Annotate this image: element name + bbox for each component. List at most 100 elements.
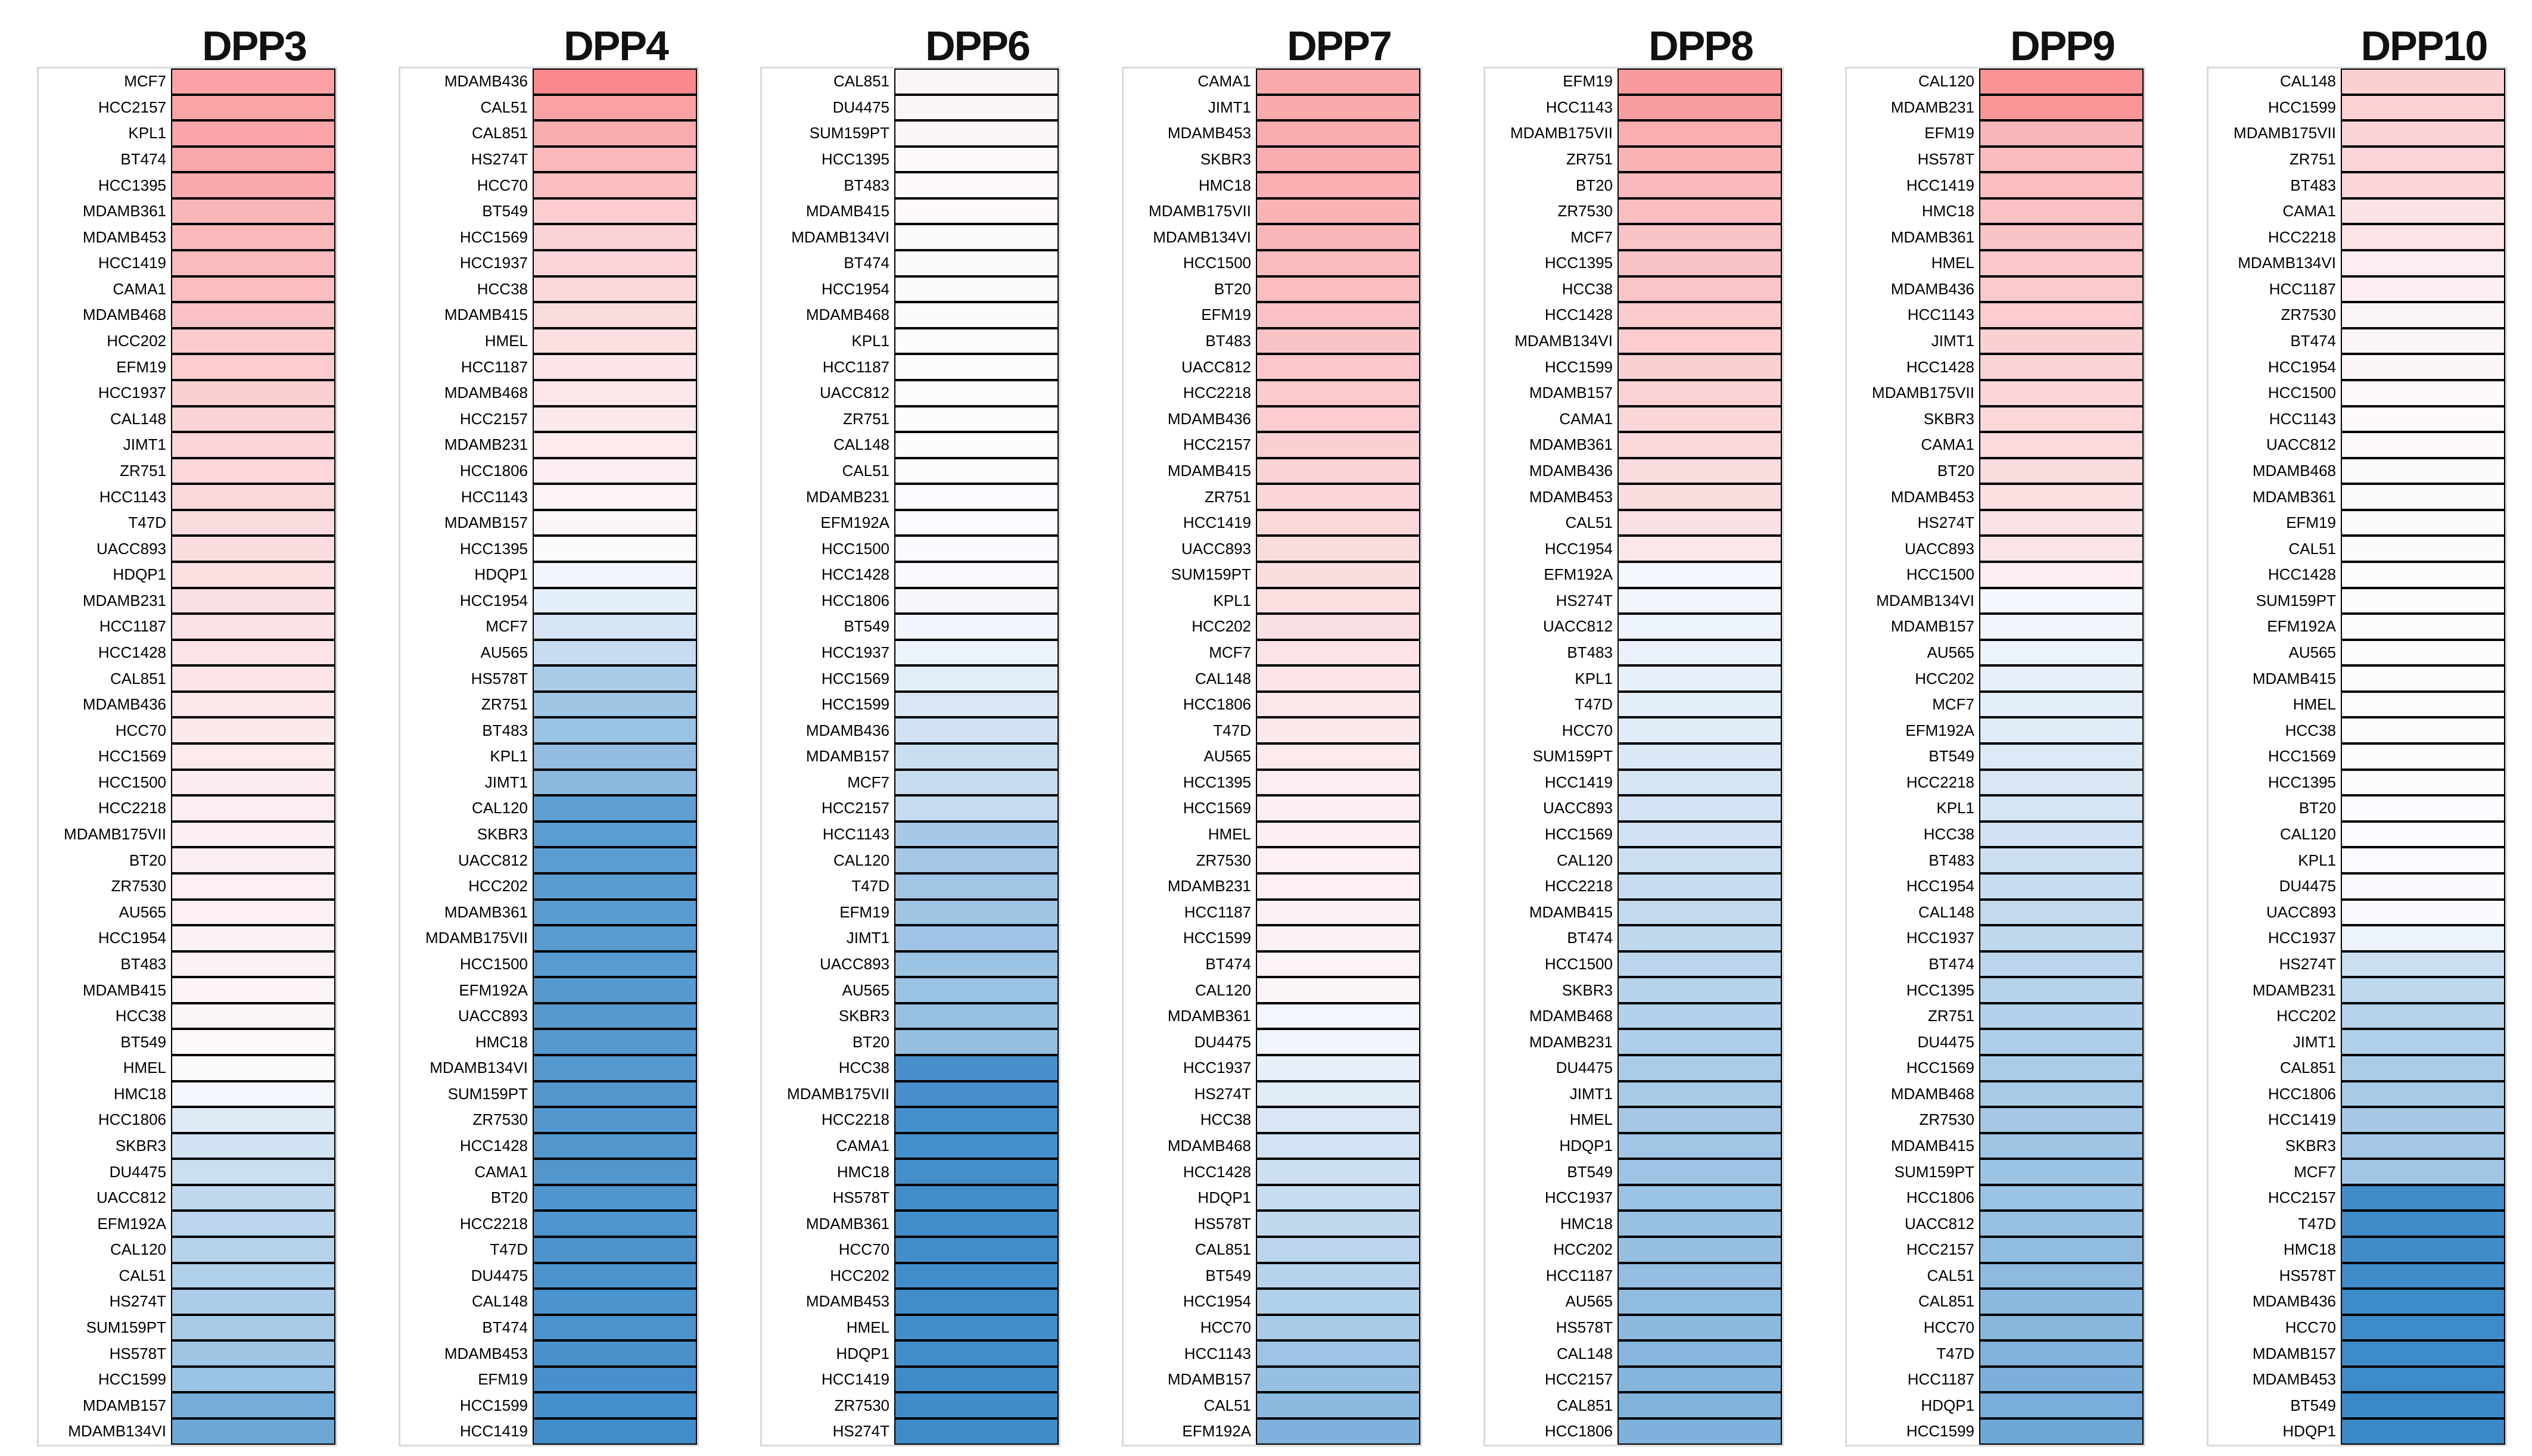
dpp-column: DPP7 CAMA1 JIMT1 MDAMB453 SKBR3 HMC18 MDAMB175…	[1122, 6, 1422, 1446]
heatmap-row: HDQP1	[39, 561, 335, 588]
heat-cell	[1979, 69, 2144, 95]
heatmap-row: HCC38	[400, 276, 697, 303]
heat-cell	[2341, 1366, 2505, 1393]
cell-line-label: HCC1143	[1184, 1344, 1251, 1362]
heat-cell	[1979, 250, 2144, 276]
cell-line-label: HCC1419	[459, 1422, 528, 1441]
cell-line-label: BT20	[1214, 279, 1251, 298]
heat-cell	[894, 951, 1059, 978]
cell-line-label: CAL148	[2280, 72, 2336, 91]
heat-cell	[1618, 379, 1782, 406]
cell-line-label: MDAMB436	[805, 721, 889, 739]
cell-line-label: HCC1143	[2269, 409, 2336, 428]
heat-cell	[1256, 1054, 1420, 1081]
heatmap-row: MDAMB175VII	[39, 821, 335, 848]
heatmap-row: BT483	[762, 172, 1059, 198]
cell-line-label: BT549	[482, 202, 528, 220]
cell-line-label: CAL148	[472, 1292, 528, 1311]
heatmap-row: BT474	[1124, 951, 1420, 978]
heat-cell	[171, 536, 335, 562]
cell-line-label: SKBR3	[477, 825, 528, 844]
column-box: CAL148 HCC1599 MDAMB175VII ZR751 BT483 CAMA1 H…	[2207, 67, 2507, 1446]
heatmap-row: HCC1954	[39, 925, 335, 951]
heatmap-row: HCC1954	[1847, 873, 2144, 900]
heatmap-row: CAL148	[2208, 69, 2505, 95]
column-title: DPP9	[2010, 23, 2116, 69]
cell-line-label: MDAMB175VII	[1149, 202, 1251, 220]
heat-cell	[1256, 1184, 1420, 1211]
cell-line-label: UACC893	[2266, 903, 2336, 921]
heatmap-row: ZR751	[39, 458, 335, 484]
cell-line-label: HCC2157	[98, 98, 166, 116]
heatmap-row: HCC202	[1124, 614, 1420, 640]
cell-line-label: MDAMB453	[2252, 1370, 2336, 1389]
cell-line-label: HCC1569	[1906, 1059, 1974, 1077]
heat-cell	[1256, 432, 1420, 458]
heatmap-row: HCC1569	[400, 224, 697, 251]
cell-line-label: HCC1954	[2267, 357, 2336, 376]
cell-line-label: MDAMB468	[444, 384, 528, 402]
cell-line-label: BT549	[1205, 1266, 1251, 1284]
cell-line-label: EFM192A	[459, 981, 528, 999]
cell-line-label: HCC1937	[821, 643, 889, 661]
heat-cell	[533, 639, 697, 666]
cell-line-label: CAL148	[1195, 669, 1251, 687]
cell-line-label: HCC38	[477, 279, 528, 298]
heatmap-row: CAL51	[400, 94, 697, 121]
cell-line-label: HCC1419	[98, 254, 166, 272]
heatmap-row: BT549	[2208, 1392, 2505, 1419]
cell-line-label: AU565	[119, 903, 167, 921]
heat-cell	[171, 1262, 335, 1289]
cell-line-label: CAL148	[1918, 903, 1974, 921]
heat-cell	[2341, 94, 2505, 121]
heat-cell	[2341, 69, 2505, 95]
heatmap-row: MDAMB453	[1485, 484, 1782, 510]
heatmap-row: HCC2157	[762, 795, 1059, 822]
heatmap-row: BT20	[762, 1029, 1059, 1055]
heatmap-row: HCC1937	[762, 639, 1059, 666]
heatmap-row: HCC1187	[1847, 1366, 2144, 1393]
heatmap-row: BT474	[2208, 328, 2505, 354]
heatmap-row: HCC38	[762, 1054, 1059, 1081]
cell-line-label: MCF7	[1570, 228, 1613, 246]
heat-cell	[533, 1366, 697, 1393]
cell-line-label: EFM192A	[820, 514, 889, 532]
heat-cell	[171, 406, 335, 433]
cell-line-label: HCC1806	[1906, 1189, 1974, 1207]
heat-cell	[533, 1133, 697, 1159]
heatmap-row: MCF7	[1847, 691, 2144, 718]
heat-cell	[1979, 224, 2144, 251]
cell-line-label: HDQP1	[1559, 1136, 1613, 1155]
cell-line-label: ZR751	[1927, 1007, 1974, 1025]
heat-cell	[1618, 847, 1782, 873]
heatmap-row: HMC18	[400, 1029, 697, 1055]
heat-cell	[1256, 847, 1420, 873]
heatmap-row: MDAMB361	[400, 899, 697, 926]
heat-cell	[1979, 821, 2144, 848]
cell-line-label: HCC1428	[821, 565, 889, 584]
cell-line-label: HCC1806	[459, 461, 528, 480]
cell-line-label: CAMA1	[836, 1136, 889, 1155]
heat-cell	[171, 743, 335, 770]
heatmap-row: AU565	[400, 639, 697, 666]
heatmap-row: ZR7530	[2208, 302, 2505, 328]
heatmap-row: MDAMB361	[1124, 1003, 1420, 1029]
heatmap-row: ZR751	[1847, 1003, 2144, 1029]
heatmap-row: HCC1937	[1847, 925, 2144, 951]
cell-line-label: ZR751	[481, 695, 528, 714]
cell-line-label: CAL51	[480, 98, 528, 116]
heat-cell	[2341, 484, 2505, 510]
column-title: DPP6	[925, 23, 1031, 69]
heat-cell	[171, 614, 335, 640]
cell-line-label: EFM192A	[2267, 617, 2336, 636]
heat-cell	[533, 1418, 697, 1445]
cell-line-label: T47D	[2298, 1214, 2336, 1233]
cell-line-label: HCC1937	[1906, 929, 1974, 947]
heat-cell	[171, 1054, 335, 1081]
heat-cell	[2341, 120, 2505, 147]
heat-cell	[1618, 146, 1782, 173]
heatmap-row: HCC1599	[762, 691, 1059, 718]
heatmap-row: MDAMB453	[762, 1289, 1059, 1315]
cell-line-label: ZR7530	[2281, 306, 2337, 324]
cell-line-label: MDAMB157	[1529, 384, 1613, 402]
